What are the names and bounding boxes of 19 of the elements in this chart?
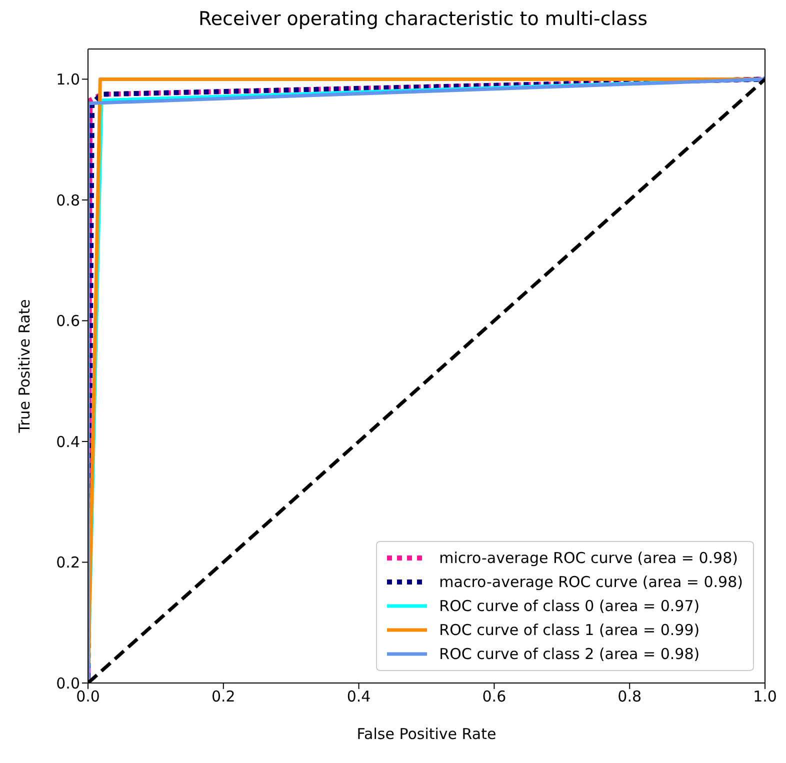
legend-label: ROC curve of class 2 (area = 0.98) <box>439 645 700 663</box>
chart-title: Receiver operating characteristic to multi-class <box>197 8 648 32</box>
y-tick-label: 1.0 <box>56 70 80 89</box>
x-tick-label: 0.6 <box>482 688 506 706</box>
x-axis-title: False Positive Rate <box>356 725 496 743</box>
x-tick-label: 1.0 <box>753 688 777 706</box>
y-tick-label: 0.6 <box>56 312 80 330</box>
legend-label: ROC curve of class 0 (area = 0.97) <box>439 597 700 615</box>
y-tick-label: 0.4 <box>56 432 80 451</box>
legend-label: macro-average ROC curve (area = 0.98) <box>439 573 743 591</box>
x-tick-label: 0.0 <box>76 688 100 706</box>
x-tick-label: 0.8 <box>618 688 642 706</box>
legend-label: ROC curve of class 1 (area = 0.99) <box>439 621 700 639</box>
y-tick-label: 0.2 <box>56 554 80 572</box>
x-tick-label: 0.2 <box>211 688 236 706</box>
y-tick-label: 0.8 <box>56 191 80 210</box>
x-tick-label: 0.4 <box>346 688 371 706</box>
y-axis-title: True Positive Rate <box>15 299 34 434</box>
legend-label: micro-average ROC curve (area = 0.98) <box>439 549 738 567</box>
